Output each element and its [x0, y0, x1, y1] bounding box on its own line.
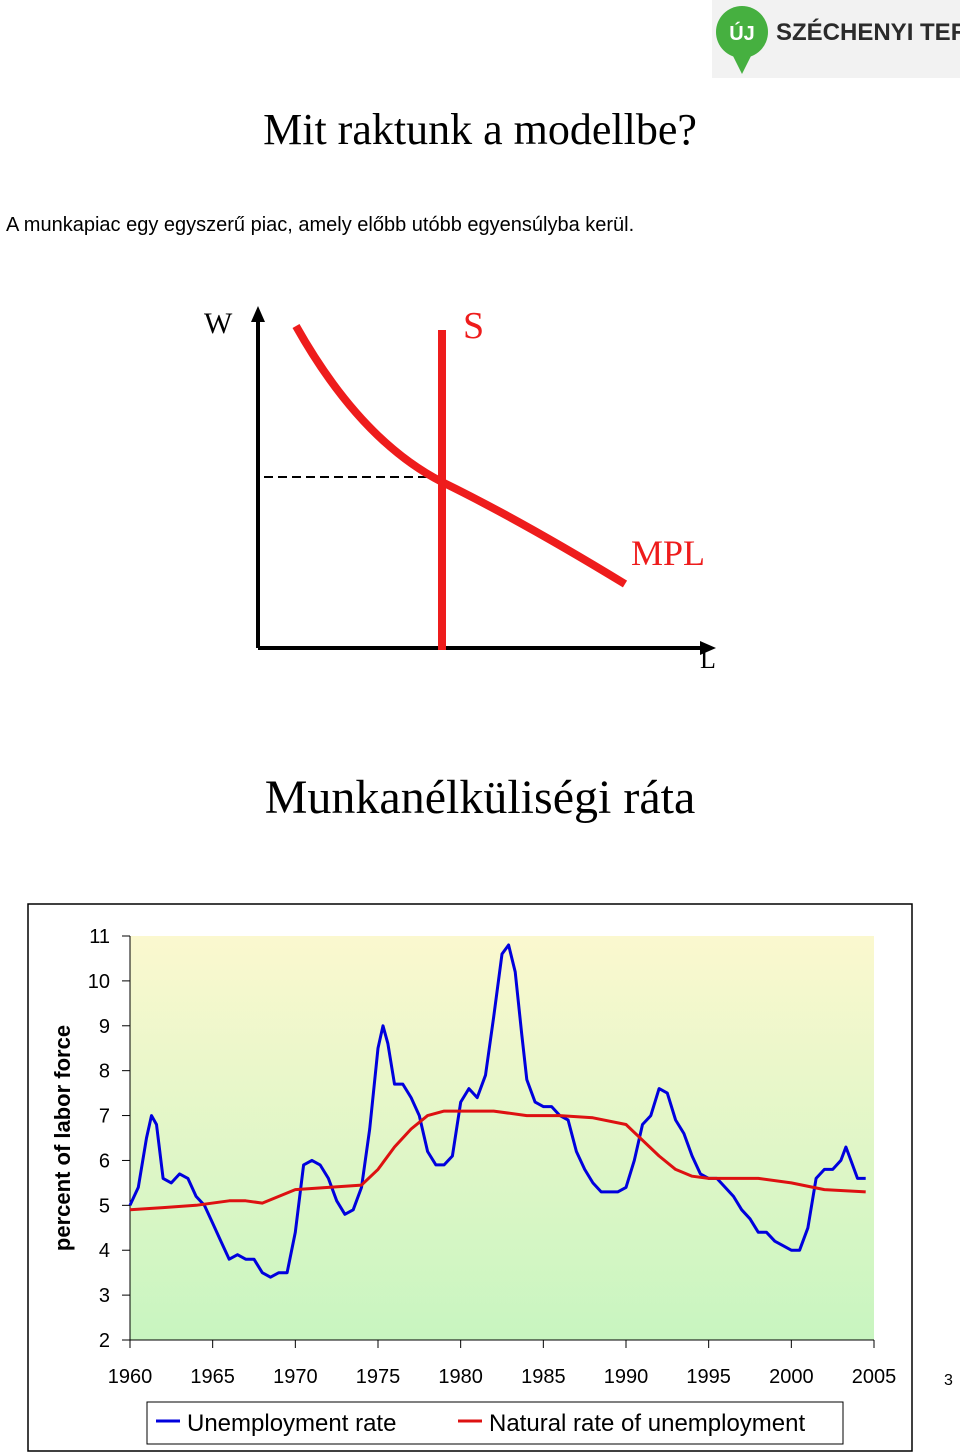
mpl-label: MPL [631, 533, 705, 573]
y-tick-label: 8 [99, 1061, 110, 1083]
y-tick-label: 6 [99, 1150, 110, 1172]
series-line-unemployment-rate [128, 943, 866, 1279]
mpl-demand-curve [292, 324, 628, 588]
y-tick-label: 9 [99, 1016, 110, 1038]
plot-area [130, 936, 874, 1340]
y-tick-label: 7 [99, 1106, 110, 1128]
x-tick-label: 2005 [852, 1366, 897, 1388]
page-number: 3 [944, 1372, 953, 1389]
page-title: Mit raktunk a modellbe? [263, 105, 697, 154]
logo-badge-circle [716, 6, 768, 58]
page-subtitle: A munkapiac egy egyszerű piac, amely elő… [6, 214, 635, 236]
legend-label-unemployment: Unemployment rate [187, 1410, 396, 1437]
x-tick-label: 1980 [438, 1366, 483, 1388]
x-tick-label: 2000 [769, 1366, 814, 1388]
logo-badge-text: ÚJ [729, 21, 755, 45]
logo-text: SZÉCHENYI TERV [776, 18, 960, 46]
unemployment-chart: 2 3 4 5 6 7 8 9 10 11 1960 1965 1970 1975 1980 1985 1990… [27, 903, 913, 1452]
l-axis-label: L [700, 645, 716, 674]
legend-label-natural-rate: Natural rate of unemployment [489, 1410, 805, 1437]
labor-market-diagram: W S MPL L [204, 305, 716, 674]
supply-label: S [463, 305, 484, 347]
x-tick-label: 1960 [108, 1366, 153, 1388]
y-tick-label: 11 [89, 926, 110, 948]
x-tick-label: 1990 [604, 1366, 649, 1388]
y-tick-label: 10 [88, 971, 110, 993]
x-tick-label: 1995 [686, 1366, 731, 1388]
x-axis-arrow-icon [700, 641, 716, 655]
x-tick-label: 1970 [273, 1366, 318, 1388]
x-tick-label: 1975 [356, 1366, 401, 1388]
section-title: Munkanélküliségi ráta [264, 771, 696, 824]
chart-legend [146, 1401, 844, 1445]
x-tick-label: 1965 [190, 1366, 235, 1388]
y-tick-label: 4 [99, 1240, 110, 1262]
y-tick-label: 2 [99, 1330, 110, 1352]
y-axis-arrow-icon [251, 306, 265, 322]
y-tick-label: 5 [99, 1195, 110, 1217]
y-axis-title: percent of labor force [50, 1025, 75, 1251]
w-axis-label: W [204, 307, 233, 340]
szechenyi-terv-logo: ÚJ SZÉCHENYI TERV [712, 0, 960, 78]
x-tick-label: 1985 [521, 1366, 566, 1388]
y-tick-label: 3 [99, 1285, 110, 1307]
series-line-natural-rate [129, 1109, 866, 1212]
